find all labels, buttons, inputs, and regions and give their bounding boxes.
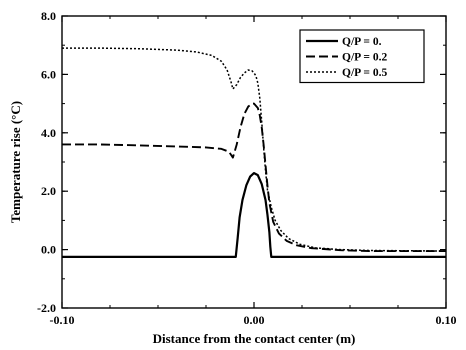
legend-label-3: Q/P = 0.5: [342, 67, 387, 79]
y-tick-label: 0.0: [41, 243, 56, 257]
x-tick-label: 0.10: [436, 313, 457, 327]
y-tick-label: -2.0: [37, 301, 56, 315]
x-tick-label: -0.10: [50, 313, 75, 327]
y-axis-title: Temperature rise (°C): [8, 101, 23, 223]
y-tick-label: 2.0: [41, 184, 56, 198]
legend-label-2: Q/P = 0.2: [342, 52, 387, 64]
series-line-3: [62, 47, 446, 252]
series-line-1: [62, 172, 446, 258]
x-tick-label: 0.00: [244, 313, 265, 327]
x-axis-title: Distance from the contact center (m): [153, 331, 356, 346]
axes: -2.0 0.0 2.0 4.0 6.0 8.0 -0.10 0.00 0.10: [37, 9, 457, 327]
legend-label-1: Q/P = 0.: [342, 36, 382, 48]
y-tick-label: 4.0: [41, 126, 56, 140]
y-tick-label: 6.0: [41, 67, 56, 81]
legend: Q/P = 0. Q/P = 0.2 Q/P = 0.5: [299, 29, 425, 84]
plot-layer: [62, 47, 446, 258]
y-tick-label: 8.0: [41, 9, 56, 23]
series-line-2: [62, 102, 446, 253]
